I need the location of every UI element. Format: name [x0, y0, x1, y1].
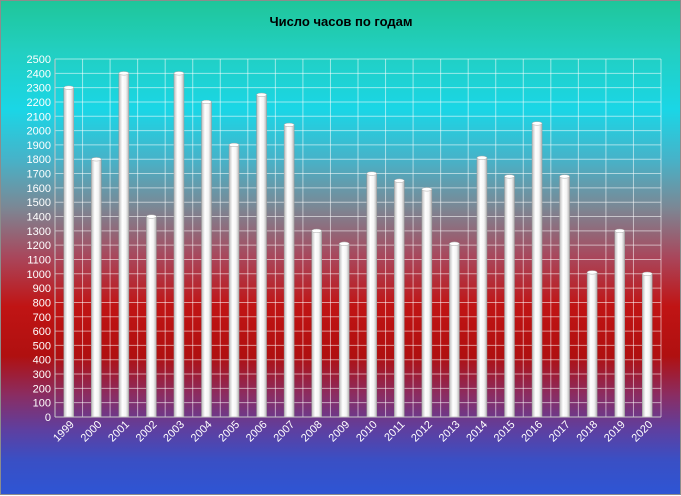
y-tick-label: 1300	[27, 226, 51, 238]
bar-2001	[118, 73, 130, 418]
bar-cap-2000	[91, 157, 102, 162]
bar-cap-2006	[256, 92, 267, 97]
y-tick-label: 2500	[27, 54, 51, 66]
x-tick-label-2017: 2017	[547, 419, 573, 445]
x-tick-label-2016: 2016	[519, 419, 545, 445]
bars	[63, 71, 653, 418]
y-tick-label: 1800	[27, 154, 51, 166]
y-tick-label: 400	[33, 355, 51, 367]
x-tick-label-2000: 2000	[79, 419, 105, 445]
x-tick-label-2003: 2003	[161, 419, 187, 445]
chart-title: Число часов по годам	[269, 14, 412, 29]
bar-2014	[476, 157, 488, 418]
y-tick-label: 0	[45, 412, 51, 424]
bar-cap-2009	[338, 241, 350, 246]
y-tick-label: 1900	[27, 140, 51, 152]
bar-cap-2016	[531, 121, 543, 126]
x-tick-label-2004: 2004	[189, 419, 215, 445]
bar-cap-2019	[614, 228, 625, 233]
bar-2016	[531, 123, 543, 418]
y-tick-label: 1400	[27, 212, 51, 224]
bar-2019	[614, 230, 625, 418]
bar-2002	[146, 216, 157, 418]
bar-cap-2007	[283, 122, 295, 127]
bar-cap-2017	[559, 174, 570, 179]
x-tick-label-2002: 2002	[134, 419, 160, 445]
bar-2018	[586, 272, 598, 418]
x-tick-label-2010: 2010	[354, 419, 380, 445]
x-tick-label-2008: 2008	[299, 419, 325, 445]
x-tick-label-2005: 2005	[216, 419, 242, 445]
bar-cap-2020	[641, 271, 653, 276]
y-tick-label: 200	[33, 383, 51, 395]
bar-2000	[91, 158, 102, 418]
y-tick-label: 1700	[27, 169, 51, 181]
bar-cap-2002	[146, 214, 157, 219]
y-tick-label: 2300	[27, 83, 51, 95]
bar-cap-2011	[394, 178, 405, 183]
x-axis-ticks: 1999 2000 2001 2002 2003 2004 2005 2006 2007 2008…	[51, 419, 655, 445]
y-tick-label: 1500	[27, 197, 51, 209]
x-tick-label-2019: 2019	[602, 419, 628, 445]
x-tick-label-2007: 2007	[271, 419, 297, 445]
y-tick-label: 500	[33, 340, 51, 352]
x-tick-label-2012: 2012	[409, 419, 435, 445]
bar-cap-2010	[366, 171, 378, 176]
y-tick-label: 2400	[27, 68, 51, 80]
bar-2017	[559, 176, 570, 418]
bar-2006	[256, 94, 267, 418]
x-tick-label-2001: 2001	[106, 419, 132, 445]
bar-2007	[283, 124, 295, 418]
y-tick-label: 800	[33, 297, 51, 309]
bar-2015	[504, 176, 515, 418]
bar-cap-2018	[586, 270, 598, 275]
bar-2005	[228, 144, 240, 418]
x-tick-label-2020: 2020	[630, 419, 656, 445]
y-tick-label: 600	[33, 326, 51, 338]
x-tick-label-2013: 2013	[437, 419, 463, 445]
y-tick-label: 100	[33, 398, 51, 410]
bar-cap-2005	[228, 142, 240, 147]
y-tick-label: 2200	[27, 97, 51, 109]
x-tick-label-2018: 2018	[574, 419, 600, 445]
y-axis-ticks: 0 100 200 300 400 500 600 700 800 900 1000 1100 1200…	[27, 54, 51, 424]
bar-2003	[173, 73, 185, 418]
y-tick-label: 700	[33, 312, 51, 324]
y-tick-label: 300	[33, 369, 51, 381]
bar-cap-2012	[421, 187, 433, 192]
y-tick-label: 1000	[27, 269, 51, 281]
bar-cap-2013	[449, 241, 460, 246]
y-tick-label: 1100	[27, 254, 51, 266]
bar-2008	[311, 230, 322, 418]
bar-2010	[366, 173, 378, 418]
bar-cap-2004	[201, 99, 212, 105]
x-tick-label-2015: 2015	[492, 419, 518, 445]
x-tick-label-2006: 2006	[244, 419, 270, 445]
y-tick-label: 2100	[27, 111, 51, 123]
bar-cap-2015	[504, 174, 515, 179]
bar-2004	[201, 101, 212, 418]
bar-cap-2008	[311, 228, 322, 233]
bar-2009	[338, 243, 350, 418]
bar-2020	[641, 273, 653, 418]
bar-2013	[449, 243, 460, 418]
y-tick-label: 1600	[27, 183, 51, 195]
y-tick-label: 1200	[27, 240, 51, 252]
x-tick-label-1999: 1999	[51, 419, 77, 445]
bar-cap-2001	[118, 71, 130, 76]
bar-1999	[63, 87, 75, 418]
bar-cap-2003	[173, 71, 185, 76]
bar-2011	[394, 180, 405, 418]
bar-cap-2014	[476, 155, 488, 160]
x-tick-label-2014: 2014	[464, 419, 490, 445]
y-tick-label: 900	[33, 283, 51, 295]
y-tick-label: 2000	[27, 126, 51, 138]
gridlines	[54, 58, 662, 418]
bar-cap-1999	[63, 85, 75, 90]
x-tick-label-2011: 2011	[382, 419, 407, 444]
bar-2012	[421, 189, 433, 418]
x-tick-label-2009: 2009	[327, 419, 353, 445]
